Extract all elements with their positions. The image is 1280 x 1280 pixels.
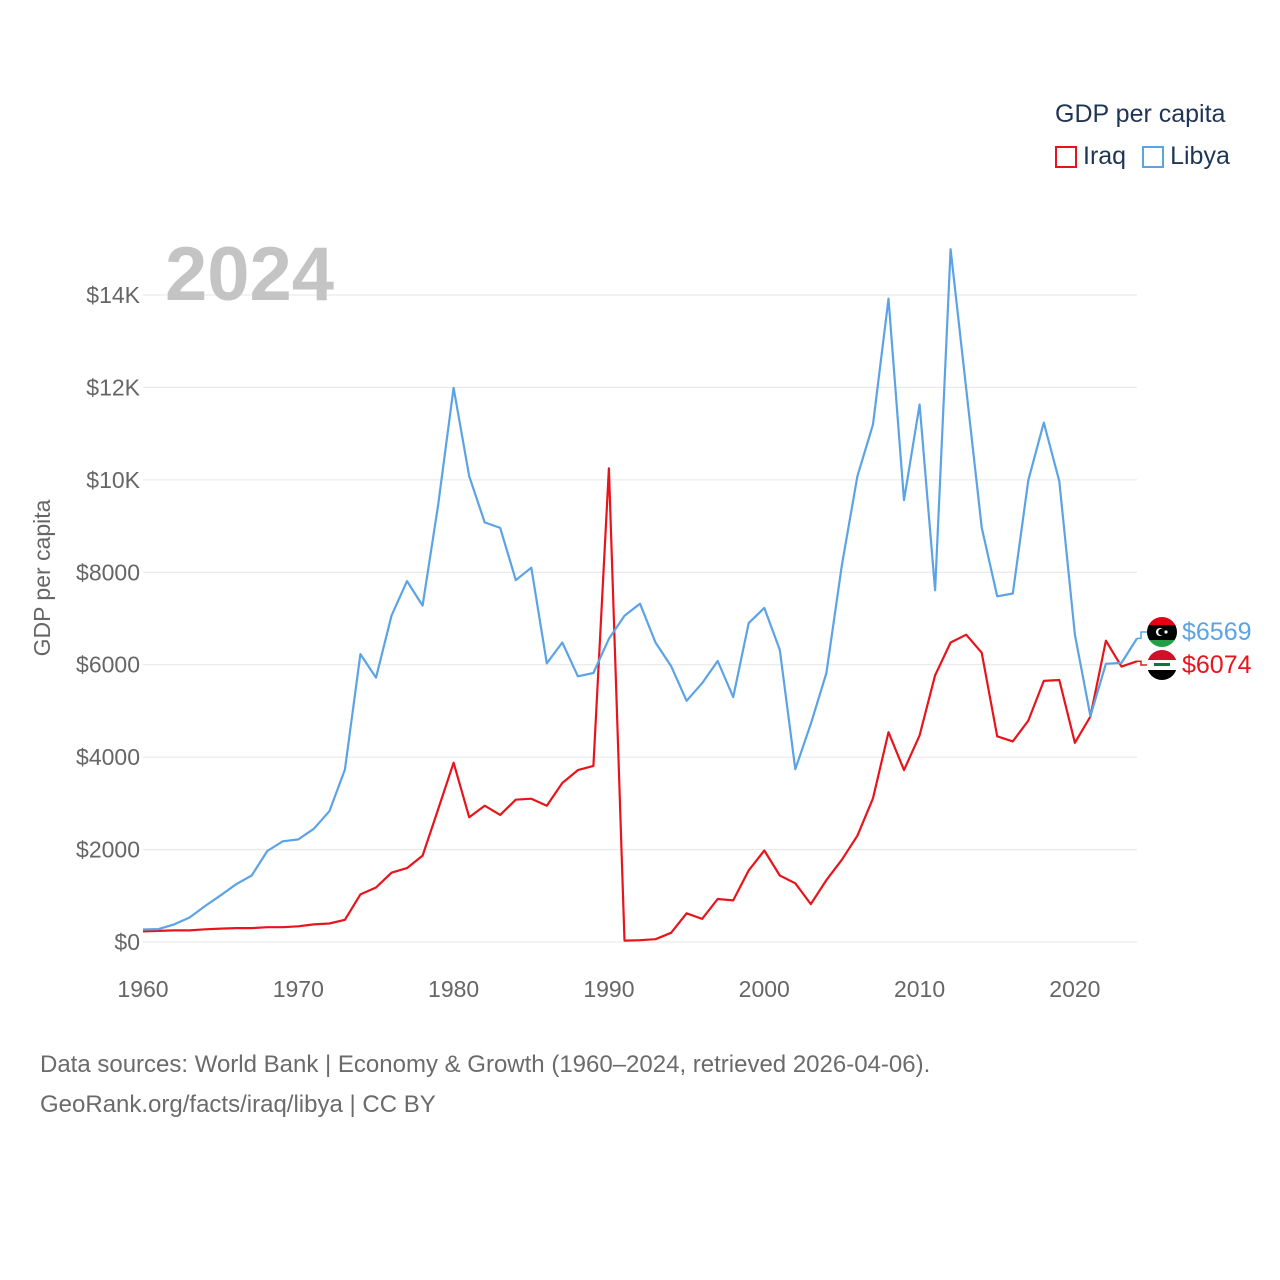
x-tick-label: 1990	[583, 976, 634, 1002]
year-label: 2024	[165, 232, 334, 317]
legend-item-libya[interactable]: Libya	[1142, 142, 1230, 171]
y-tick-label: $8000	[76, 559, 140, 585]
x-axis-ticks: 1960 1970 1980 1990 2000 2010 2020	[117, 976, 1100, 1002]
y-tick-label: $14K	[86, 282, 140, 308]
y-tick-label: $4000	[76, 744, 140, 770]
x-tick-label: 1980	[428, 976, 479, 1002]
footer: Data sources: World Bank | Economy & Gro…	[40, 1045, 930, 1125]
series-line-iraq	[142, 467, 1138, 942]
y-tick-label: $6000	[76, 652, 140, 678]
data-source-text: Data sources: World Bank | Economy & Gro…	[40, 1051, 931, 1078]
libya-end-value: $6569	[1182, 618, 1252, 646]
libya-swatch	[1142, 145, 1165, 168]
x-tick-label: 2010	[894, 976, 945, 1002]
series-line-libya	[142, 248, 1138, 931]
series-lines	[142, 248, 1138, 942]
y-tick-label: $10K	[86, 467, 140, 493]
iraq-end-connector	[1137, 660, 1147, 666]
x-tick-label: 2020	[1049, 976, 1100, 1002]
y-tick-label: $12K	[86, 374, 140, 400]
y-tick-label: $2000	[76, 837, 140, 863]
gridlines	[143, 294, 1137, 943]
legend-label-libya: Libya	[1170, 142, 1230, 170]
libya-end-connector	[1137, 631, 1147, 640]
iraq-end-value: $6074	[1182, 651, 1252, 679]
attribution-text: GeoRank.org/facts/iraq/libya | CC BY	[40, 1091, 436, 1118]
x-tick-label: 2000	[739, 976, 790, 1002]
x-tick-label: 1970	[273, 976, 324, 1002]
legend-label-iraq: Iraq	[1083, 142, 1127, 170]
y-axis-title: GDP per capita	[29, 499, 55, 656]
legend-title: GDP per capita	[1055, 100, 1226, 128]
legend: Iraq Libya	[1055, 142, 1246, 171]
libya-flag-icon	[1147, 617, 1177, 647]
iraq-flag-icon	[1147, 650, 1177, 680]
y-axis-ticks: $0 $2000 $4000 $6000 $8000 $10K $12K $14K	[76, 282, 141, 955]
iraq-swatch	[1055, 145, 1077, 168]
x-tick-label: 1960	[117, 976, 168, 1002]
y-tick-label: $0	[114, 929, 140, 955]
legend-item-iraq[interactable]: Iraq	[1055, 142, 1126, 171]
